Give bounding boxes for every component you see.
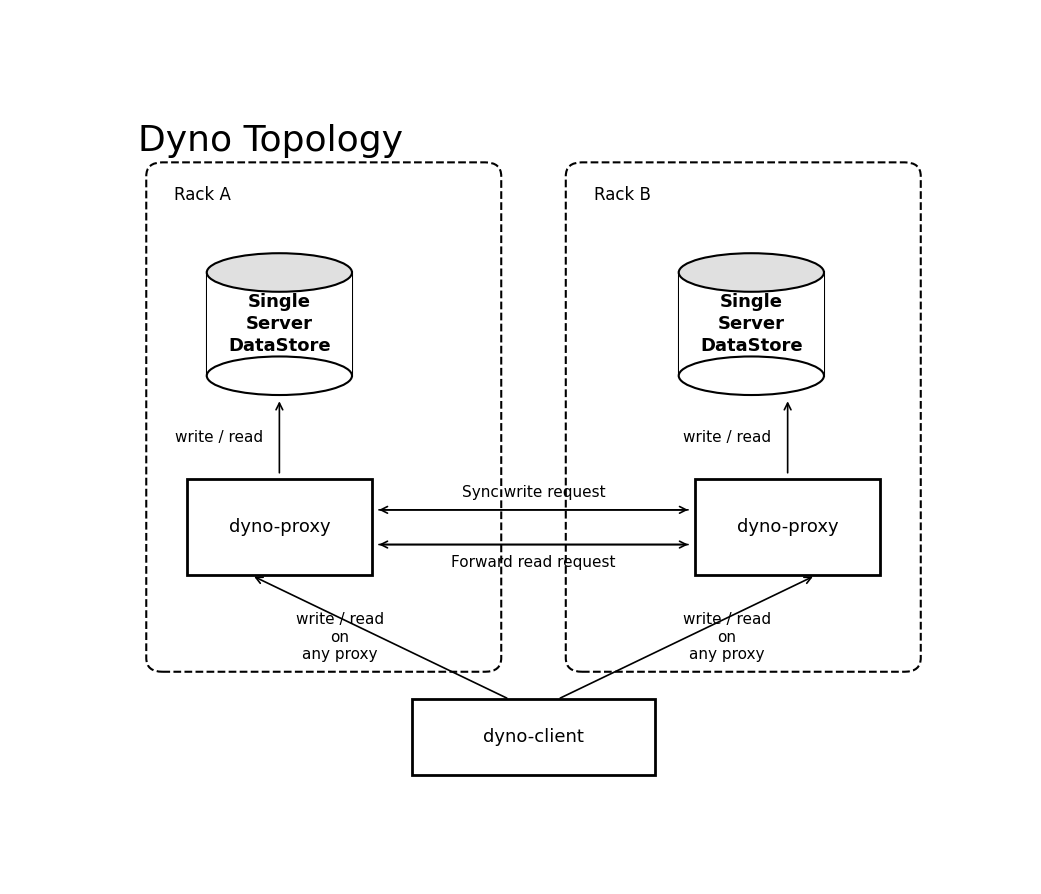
Text: write / read
on
any proxy: write / read on any proxy — [296, 612, 384, 662]
Text: Sync write request: Sync write request — [462, 485, 605, 500]
Text: dyno-proxy: dyno-proxy — [229, 519, 330, 536]
FancyBboxPatch shape — [566, 163, 920, 671]
Text: dyno-client: dyno-client — [483, 728, 584, 746]
Bar — [186, 479, 373, 576]
Bar — [679, 273, 824, 375]
Ellipse shape — [679, 253, 824, 291]
Ellipse shape — [679, 357, 824, 395]
Bar — [207, 273, 352, 375]
Text: Rack A: Rack A — [175, 187, 231, 205]
Text: write / read: write / read — [683, 429, 771, 444]
FancyBboxPatch shape — [146, 163, 502, 671]
Bar — [412, 699, 655, 775]
Bar — [695, 479, 881, 576]
Ellipse shape — [207, 357, 352, 395]
Text: Single
Server
DataStore: Single Server DataStore — [228, 293, 331, 355]
Text: Dyno Topology: Dyno Topology — [138, 124, 403, 158]
Text: dyno-proxy: dyno-proxy — [737, 519, 838, 536]
Text: write / read
on
any proxy: write / read on any proxy — [683, 612, 771, 662]
Text: Single
Server
DataStore: Single Server DataStore — [700, 293, 803, 355]
Ellipse shape — [207, 253, 352, 291]
Text: Rack B: Rack B — [594, 187, 651, 205]
Text: write / read: write / read — [175, 429, 263, 444]
Text: Forward read request: Forward read request — [451, 555, 616, 569]
